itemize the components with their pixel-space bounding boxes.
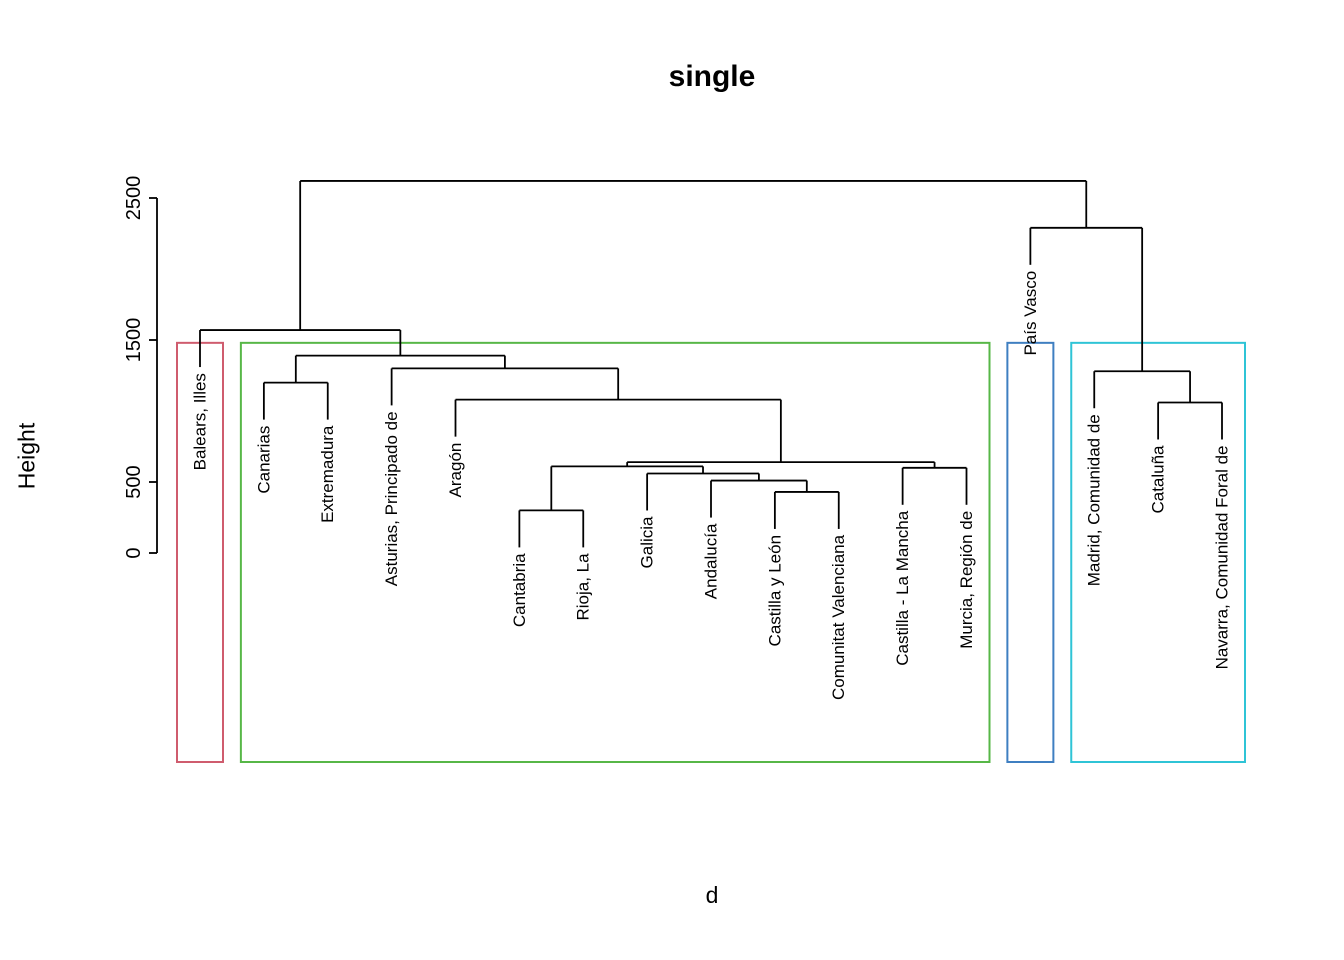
leaf-label: Galicia <box>638 516 657 569</box>
cluster-box <box>1070 341 1246 763</box>
leaf-label: Extremadura <box>318 425 337 523</box>
leaf-label: Comunitat Valenciana <box>829 534 848 700</box>
x-axis-label: d <box>705 882 719 908</box>
leaf-label: Castilla - La Mancha <box>893 510 912 666</box>
leaf-label: Cantabria <box>510 553 529 627</box>
leaf-label: País Vasco <box>1021 271 1040 356</box>
axis-tick-label: 2500 <box>123 176 145 221</box>
leaf-label: Cataluña <box>1149 445 1168 514</box>
leaf-label: Balears, Illes <box>191 373 210 470</box>
leaf-label: Castilla y León <box>765 535 784 647</box>
leaf-label: Murcia, Región de <box>957 511 976 649</box>
axis-tick-label: 500 <box>123 465 145 498</box>
axis-tick-label: 0 <box>123 547 145 558</box>
leaf-label: Madrid, Comunidad de <box>1085 414 1104 586</box>
leaf-label: Canarias <box>254 426 273 494</box>
leaf-label: Rioja, La <box>574 553 593 621</box>
cluster-box <box>239 341 991 763</box>
leaf-label: Navarra, Comunidad Foral de <box>1213 445 1232 669</box>
leaf-label: Asturias, Principado de <box>382 411 401 586</box>
chart-title: single <box>668 60 756 93</box>
cluster-box <box>1006 341 1055 763</box>
leaf-label: Aragón <box>446 443 465 498</box>
axis-tick-label: 1500 <box>123 318 145 363</box>
leaf-label: Andalucía <box>702 523 721 599</box>
